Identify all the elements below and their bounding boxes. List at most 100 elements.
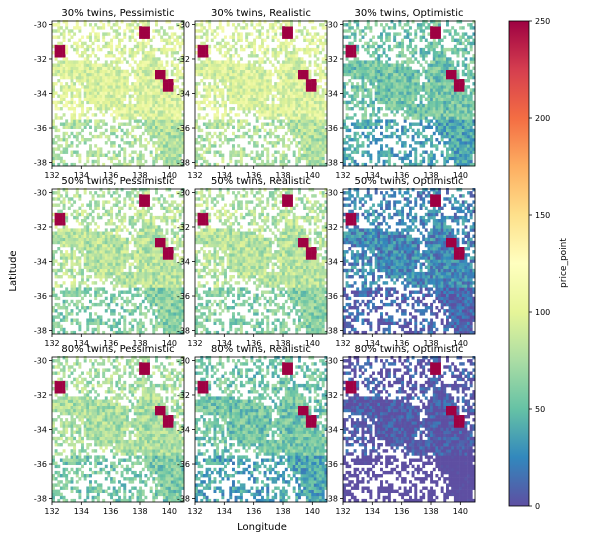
heatmap-cell (282, 144, 286, 148)
heatmap-cell (422, 159, 426, 164)
heatmap-cell (91, 66, 95, 71)
heatmap-cell (435, 66, 439, 71)
heatmap-cell (403, 144, 407, 148)
heatmap-cell (321, 119, 325, 123)
heatmap-cell (366, 51, 370, 55)
heatmap-cell (165, 72, 169, 77)
heatmap-cell (276, 110, 280, 114)
heatmap-cell (157, 119, 161, 123)
heatmap-cell (398, 94, 402, 98)
heatmap-cell (319, 156, 323, 161)
heatmap-cell (83, 85, 87, 89)
heatmap-cell (125, 79, 129, 83)
heatmap-cell (168, 138, 172, 142)
heatmap-cell (303, 128, 307, 133)
heatmap-cell (472, 66, 476, 71)
heatmap-cell (345, 72, 349, 77)
heatmap-cell (65, 75, 69, 80)
heatmap-cell (348, 144, 352, 148)
heatmap-cell (414, 147, 418, 151)
heatmap-cell (202, 66, 206, 71)
heatmap-cell (144, 113, 148, 117)
heatmap-cell (451, 150, 455, 154)
heatmap-cell (290, 66, 293, 71)
heatmap-cell (374, 60, 378, 64)
heatmap-cell (78, 69, 82, 74)
heatmap-cell (81, 243, 84, 248)
heatmap-cell (133, 51, 137, 55)
heatmap-cell (276, 88, 280, 92)
heatmap-cell (311, 138, 315, 142)
heatmap-cell (414, 116, 418, 120)
heatmap-cell (263, 60, 267, 64)
heatmap-cell (160, 82, 164, 86)
heatmap-cell (83, 228, 87, 232)
heatmap-cell (298, 91, 301, 95)
heatmap-cell (464, 141, 468, 145)
heatmap-cell (464, 113, 468, 117)
heatmap-cell (112, 116, 116, 120)
heatmap-cell (353, 51, 357, 55)
heatmap-cell (448, 128, 452, 133)
heatmap-cell (176, 159, 180, 164)
heatmap-cell (83, 237, 87, 242)
heatmap-cell (118, 122, 121, 126)
heatmap-cell (263, 75, 267, 80)
heatmap-cell (253, 41, 257, 46)
heatmap-cell (54, 309, 58, 313)
heatmap-cell (99, 94, 103, 98)
heatmap-cell (75, 94, 79, 98)
heatmap-cell (157, 147, 161, 151)
heatmap-cell (255, 162, 259, 167)
heatmap-cell (70, 131, 74, 136)
heatmap-cell (57, 302, 61, 307)
heatmap-cell (165, 63, 169, 67)
heatmap-cell (305, 94, 309, 98)
heatmap-cell (406, 153, 410, 158)
heatmap-cell (298, 110, 301, 114)
heatmap-cell (446, 57, 449, 61)
heatmap-cell (432, 44, 436, 49)
heatmap-cell (387, 122, 391, 126)
heatmap-cell (62, 237, 66, 242)
heatmap-cell (139, 113, 143, 117)
heatmap-cell (147, 91, 150, 95)
heatmap-cell (298, 75, 301, 80)
heatmap-cell (406, 63, 410, 67)
heatmap-cell (247, 94, 251, 98)
heatmap-cell (141, 44, 145, 49)
heatmap-cell (62, 215, 66, 220)
heatmap-cell (165, 141, 169, 145)
heatmap-cell (162, 94, 166, 98)
heatmap-cell (52, 324, 55, 329)
heatmap-cell (435, 85, 439, 89)
heatmap-cell (472, 131, 476, 136)
heatmap-cell (210, 100, 214, 105)
heatmap-cell (70, 103, 74, 108)
heatmap-cell (213, 91, 217, 95)
x-tick-label: 140 (453, 171, 468, 180)
heatmap-cell (255, 66, 259, 71)
heatmap-cell (83, 57, 87, 61)
heatmap-cell (464, 153, 468, 158)
heatmap-cell (62, 69, 66, 74)
heatmap-cell (59, 231, 63, 235)
heatmap-cell (73, 116, 77, 120)
heatmap-cell (387, 91, 391, 95)
heatmap-cell (406, 91, 410, 95)
heatmap-cell (438, 116, 441, 120)
heatmap-cell (157, 47, 161, 52)
heatmap-cell (380, 79, 383, 83)
heatmap-cell (250, 107, 254, 111)
heatmap-cell (147, 66, 150, 71)
heatmap-cell (144, 23, 148, 27)
heatmap-cell (139, 138, 143, 142)
heatmap-cell (149, 97, 153, 102)
heatmap-cell (271, 88, 275, 92)
heatmap-cell (403, 60, 407, 64)
heatmap-cell (472, 57, 476, 61)
heatmap-cell (324, 103, 328, 108)
heatmap-cell (115, 110, 119, 114)
heatmap-cell (70, 247, 74, 251)
heatmap-cell (160, 66, 164, 71)
